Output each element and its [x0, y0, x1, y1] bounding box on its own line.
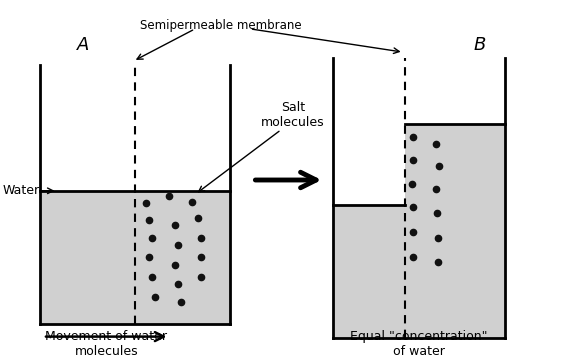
Bar — [333, 205, 405, 338]
Text: Salt
molecules: Salt molecules — [261, 101, 324, 129]
Text: Water: Water — [3, 184, 40, 197]
Bar — [405, 124, 505, 338]
Text: Semipermeable membrane: Semipermeable membrane — [140, 19, 302, 32]
Text: Equal "concentration"
of water: Equal "concentration" of water — [350, 330, 488, 358]
Text: Movement of water
molecules: Movement of water molecules — [45, 330, 167, 358]
Bar — [40, 191, 230, 324]
Text: A: A — [77, 36, 90, 54]
Text: B: B — [473, 36, 486, 54]
